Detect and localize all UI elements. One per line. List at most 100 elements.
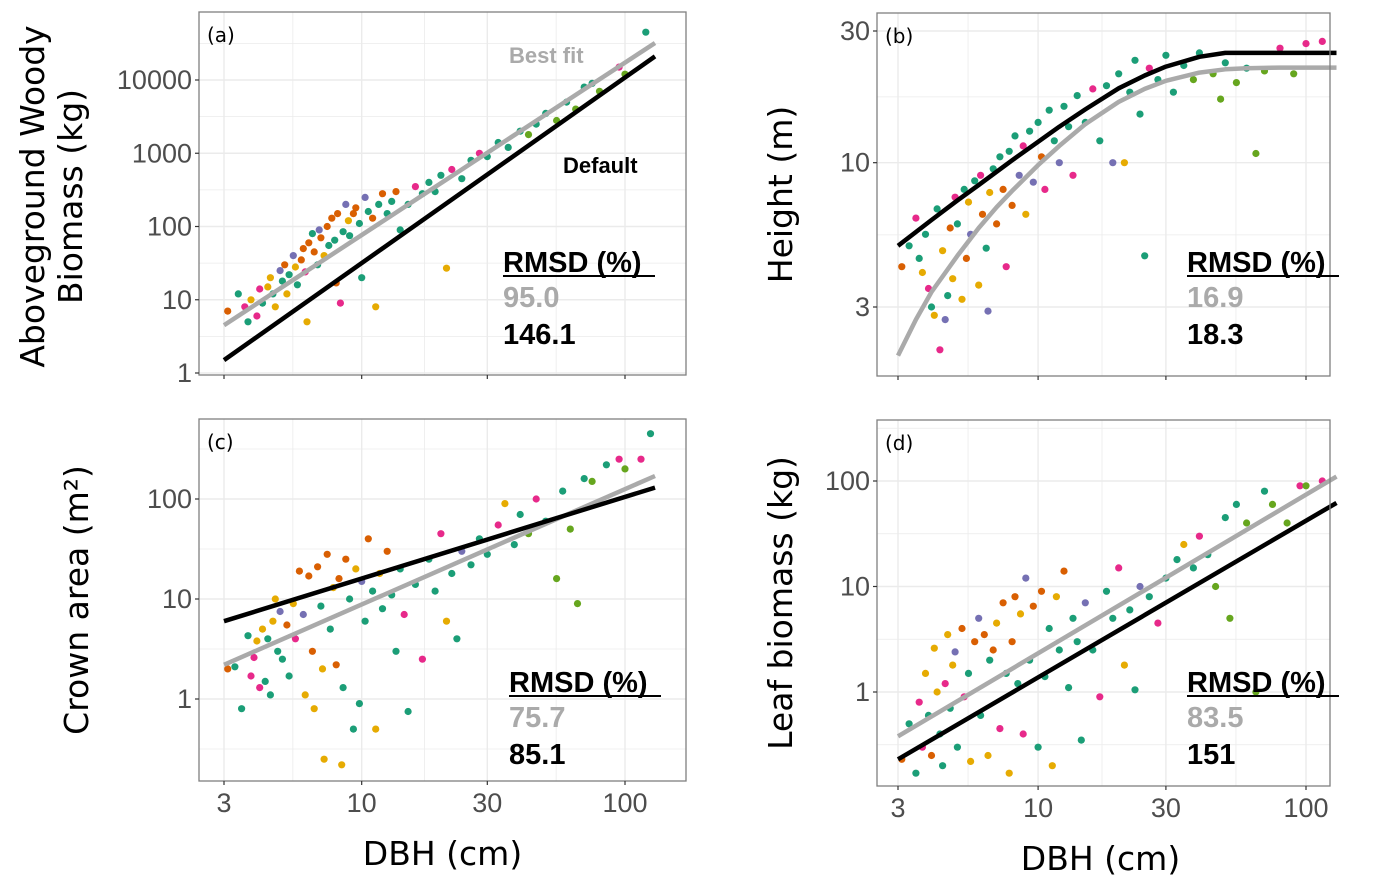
y-axis-title: Leaf biomass (kg)	[761, 456, 800, 750]
data-point	[1189, 564, 1197, 572]
scatter-points	[898, 37, 1326, 354]
data-point	[372, 303, 380, 311]
data-point	[332, 661, 340, 669]
data-point	[986, 188, 994, 197]
axis-ticks: 1 10 100 3 10 30 100	[147, 484, 648, 818]
data-point	[276, 607, 284, 616]
data-point	[400, 610, 408, 619]
rmsd-best-fit-value: 75.7	[509, 702, 565, 734]
data-point	[905, 242, 913, 250]
data-point	[918, 268, 927, 277]
data-point	[905, 720, 913, 728]
data-point	[615, 455, 623, 463]
data-point	[996, 153, 1004, 161]
data-point	[1014, 680, 1022, 688]
data-point	[1115, 564, 1123, 572]
data-point	[355, 700, 363, 708]
data-point	[404, 707, 412, 716]
data-point	[299, 610, 307, 619]
data-point	[1026, 127, 1034, 135]
data-point	[1102, 587, 1111, 595]
data-point	[930, 311, 938, 319]
data-point	[448, 165, 456, 174]
y-tick-label: 10	[840, 572, 870, 602]
data-point	[437, 171, 445, 179]
x-axis-title: DBH (cm)	[363, 834, 522, 873]
data-point	[318, 665, 327, 673]
data-point	[573, 600, 582, 608]
y-tick-label: 1	[855, 677, 870, 707]
data-point	[238, 705, 246, 713]
data-point	[958, 295, 966, 303]
panel-background	[199, 12, 686, 375]
rmsd-default-value: 151	[1187, 739, 1235, 771]
data-point	[247, 672, 255, 680]
data-point	[1034, 743, 1042, 751]
x-tick-label: 100	[602, 788, 647, 818]
data-point	[323, 222, 331, 231]
data-point	[352, 565, 360, 573]
data-point	[912, 769, 920, 777]
rmsd-header: RMSD (%)	[509, 667, 648, 699]
data-point	[1232, 79, 1240, 87]
data-point	[1252, 149, 1260, 158]
data-point	[986, 656, 994, 664]
fit-lines	[895, 50, 1337, 357]
data-point	[317, 602, 325, 610]
default-line	[896, 50, 1337, 248]
data-point	[1145, 593, 1153, 601]
data-point	[338, 761, 346, 769]
panel-tag: (d)	[885, 431, 913, 455]
data-point	[1145, 64, 1153, 72]
data-point	[317, 234, 325, 242]
data-point	[342, 555, 350, 563]
data-point	[1232, 500, 1240, 508]
data-point	[921, 230, 930, 238]
data-point	[1212, 582, 1220, 591]
data-point	[274, 647, 282, 655]
data-point	[442, 617, 451, 625]
data-point	[285, 271, 293, 279]
data-point	[264, 283, 272, 291]
data-point	[1069, 614, 1077, 622]
panel-a: 1 10 100 1000 10000 (a) Best fit Default RMS…	[13, 11, 687, 388]
data-point	[1077, 736, 1085, 744]
y-axis-title: Crown area (m²)	[57, 465, 96, 735]
data-point	[383, 547, 391, 555]
data-point	[1221, 514, 1229, 522]
data-point	[898, 263, 906, 271]
data-point	[953, 743, 962, 751]
data-point	[342, 200, 350, 208]
data-point	[602, 461, 611, 469]
data-point	[1019, 142, 1027, 150]
data-point	[1065, 123, 1073, 131]
data-point	[305, 572, 313, 580]
data-point	[310, 248, 318, 256]
data-point	[933, 688, 941, 696]
data-point	[504, 143, 512, 151]
data-point	[378, 605, 387, 613]
x-tick-label: 3	[216, 788, 231, 818]
data-point	[1060, 102, 1068, 110]
data-point	[361, 193, 369, 201]
data-point	[411, 183, 419, 191]
data-point	[1060, 567, 1068, 575]
data-point	[244, 318, 252, 326]
x-tick-label: 3	[890, 793, 905, 823]
data-point	[331, 236, 339, 244]
data-point	[1302, 40, 1310, 48]
default-line	[223, 485, 656, 624]
y-axis-title: Height (m)	[761, 106, 800, 283]
data-point	[334, 210, 342, 218]
data-point	[559, 487, 567, 495]
data-point	[646, 430, 655, 438]
data-point	[1050, 137, 1058, 145]
data-point	[1154, 619, 1162, 627]
y-tick-label: 3	[855, 292, 870, 322]
panel-border	[876, 12, 1331, 377]
data-point	[1162, 51, 1170, 59]
data-point	[1141, 252, 1149, 260]
data-point	[967, 757, 975, 766]
data-point	[953, 220, 962, 228]
data-point	[314, 563, 322, 571]
